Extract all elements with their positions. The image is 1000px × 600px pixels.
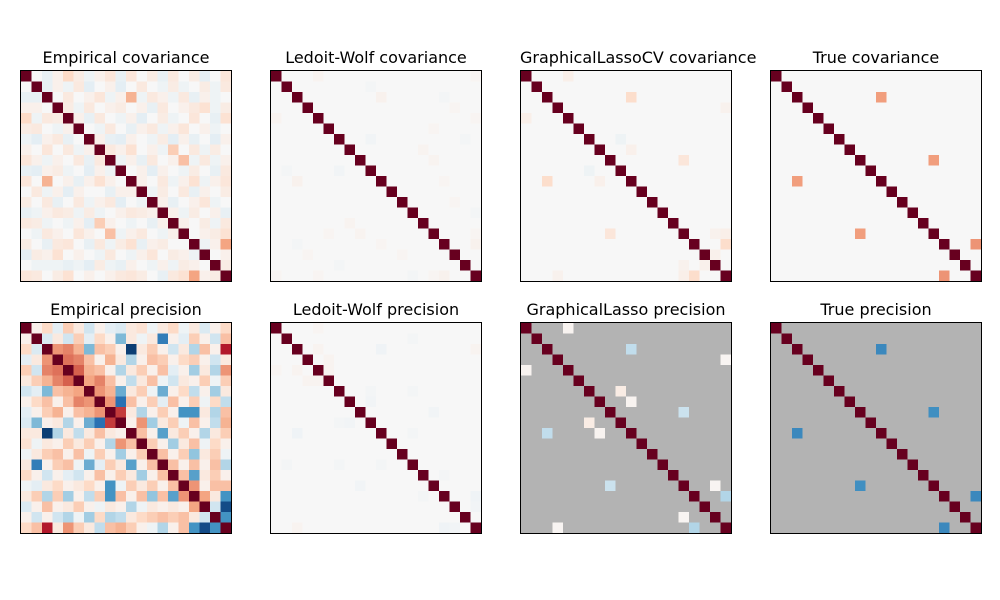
- ledoit-wolf-precision-heatmap: [270, 322, 482, 534]
- empirical-precision-heatmap: [20, 322, 232, 534]
- plot-title: Ledoit-Wolf covariance: [285, 48, 467, 67]
- empirical-covariance-heatmap: [20, 70, 232, 282]
- ledoit-wolf-covariance-heatmap: [270, 70, 482, 282]
- plot-title: Empirical precision: [50, 300, 202, 319]
- plot-title: True covariance: [812, 48, 940, 67]
- true-covariance-heatmap: [770, 70, 982, 282]
- graphical-lasso-cv-covariance-heatmap: [520, 70, 732, 282]
- plot-title: Empirical covariance: [42, 48, 210, 67]
- graphical-lasso-precision-heatmap: [520, 322, 732, 534]
- plot-title: GraphicalLassoCV covariance: [520, 48, 757, 67]
- plot-title: Ledoit-Wolf precision: [292, 300, 460, 319]
- plot-title: True precision: [820, 300, 932, 319]
- plot-title: GraphicalLasso precision: [526, 300, 726, 319]
- true-precision-heatmap: [770, 322, 982, 534]
